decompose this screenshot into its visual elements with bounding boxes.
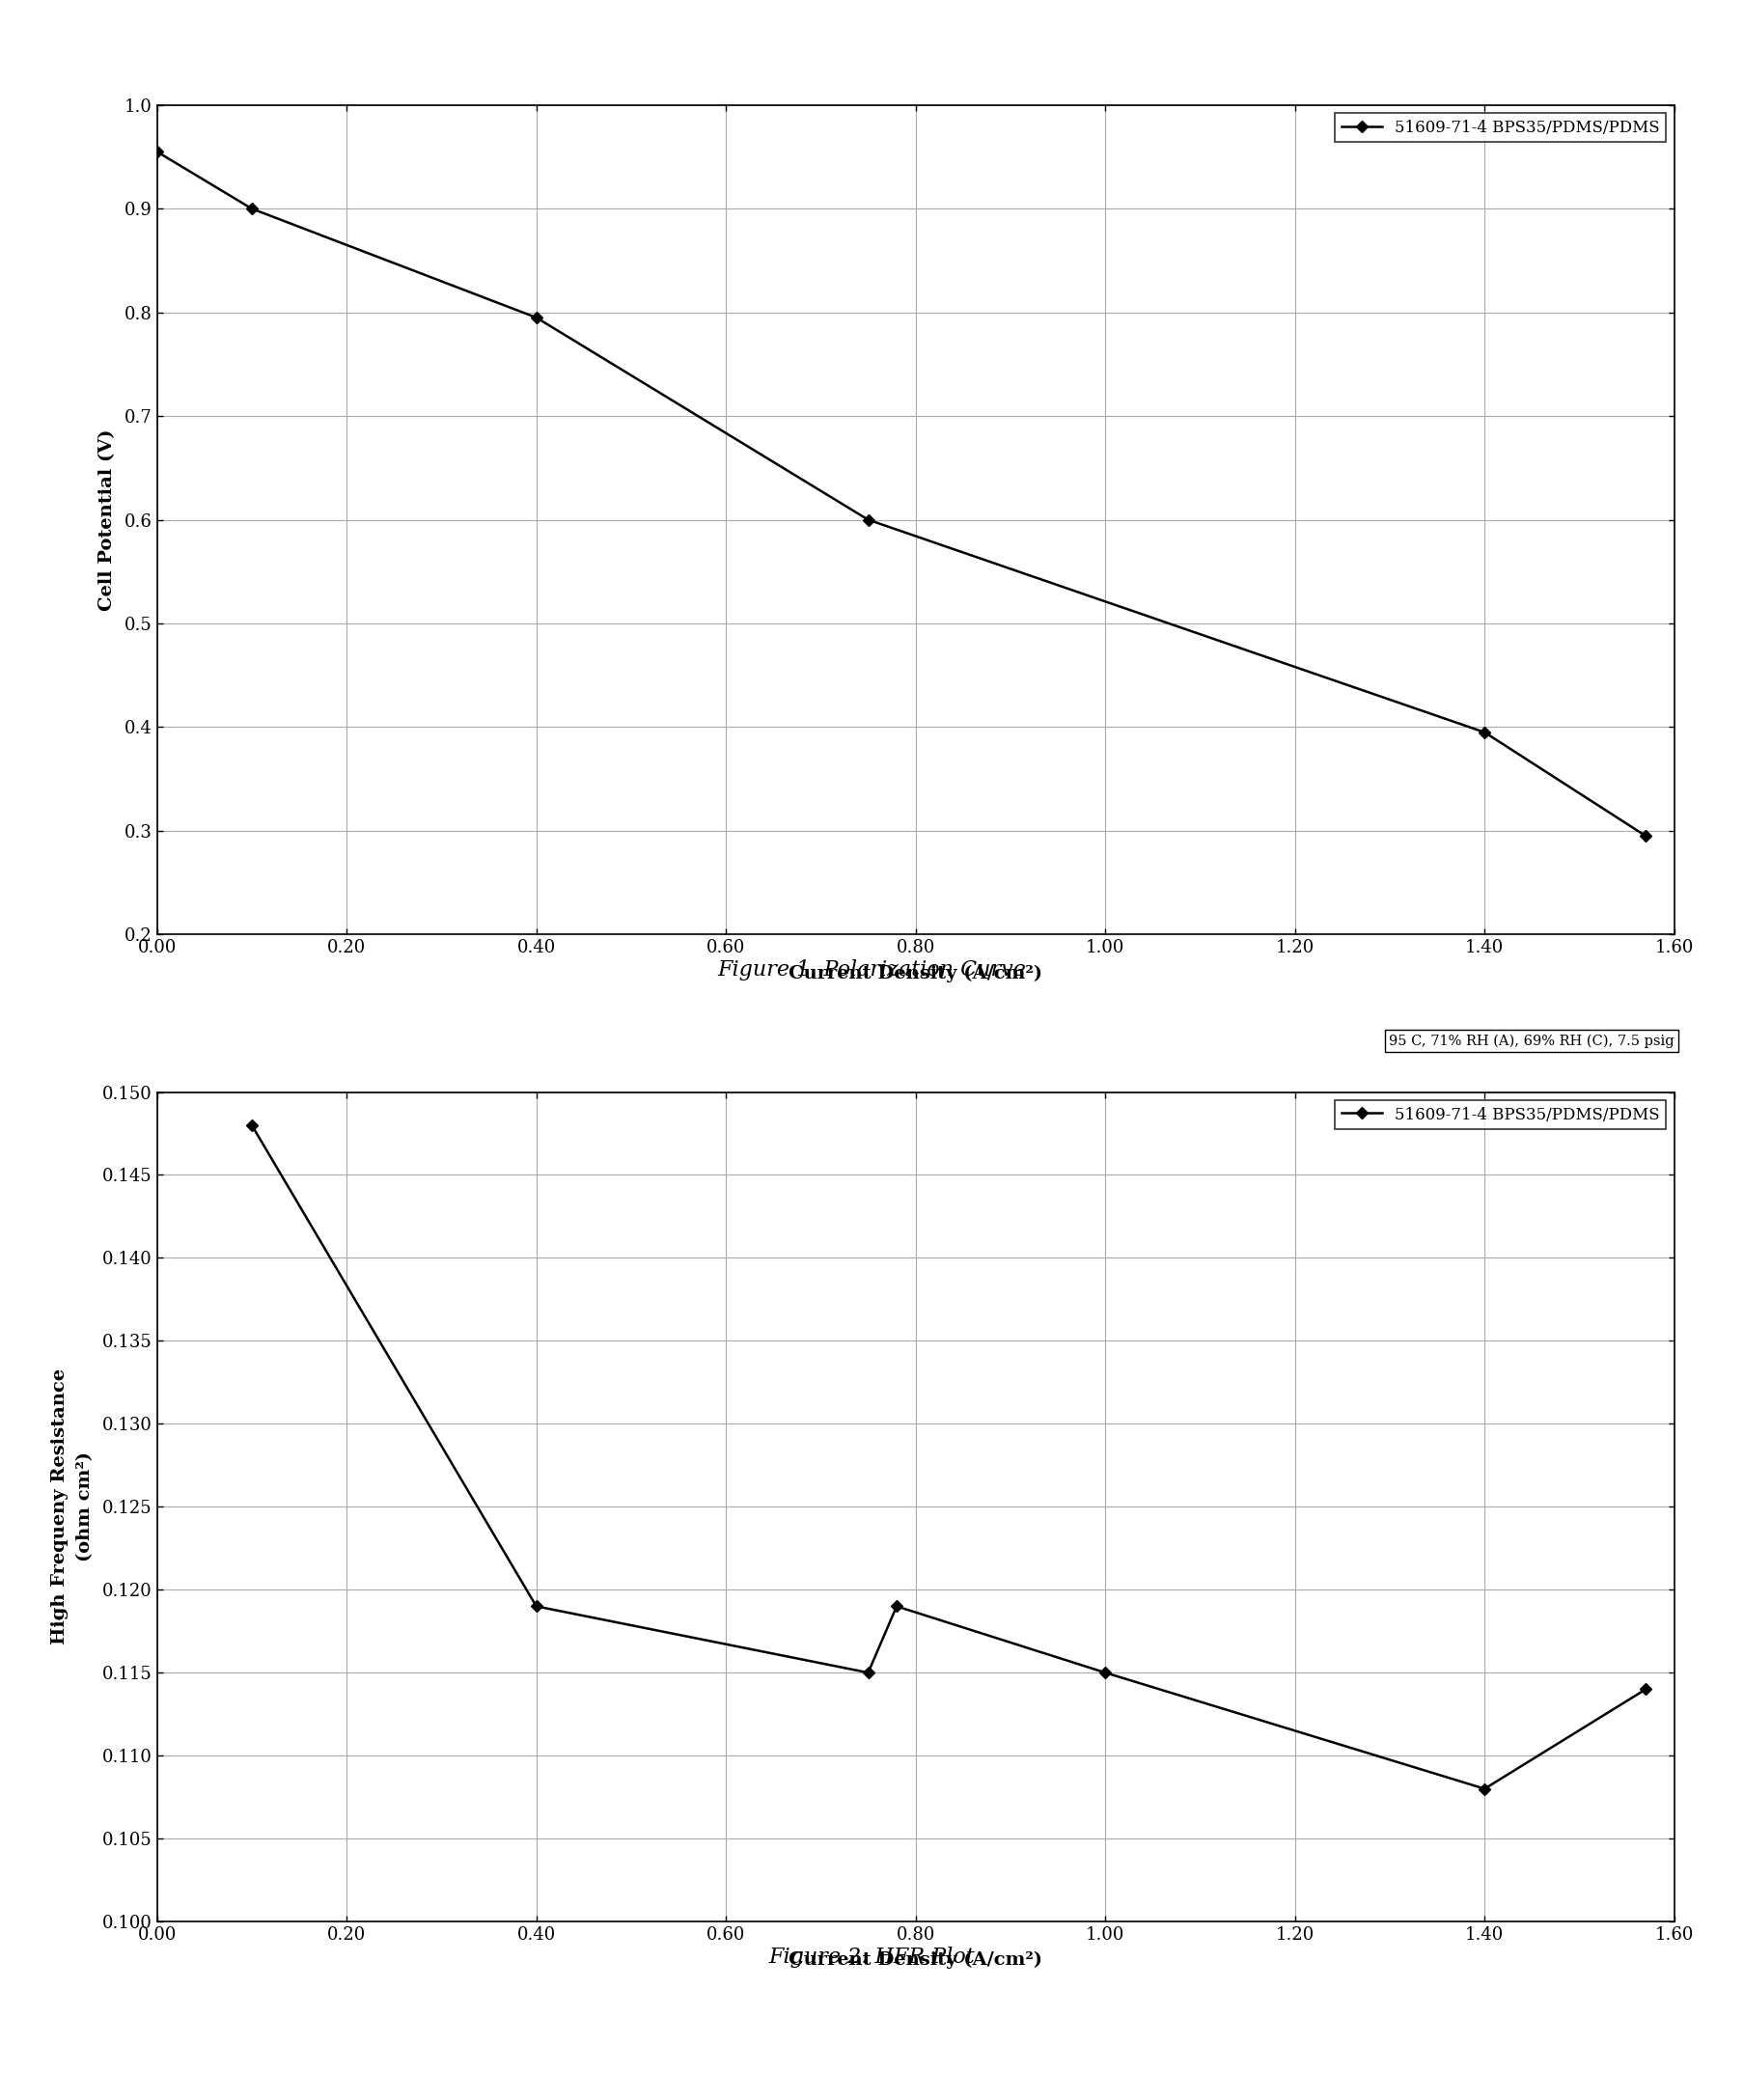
- 51609-71-4 BPS35/PDMS/PDMS: [241, 195, 262, 220]
- 51609-71-4 BPS35/PDMS/PDMS: [858, 506, 879, 531]
- 51609-71-4 BPS35/PDMS/PDMS: [858, 1661, 879, 1686]
- 51609-71-4 BPS35/PDMS/PDMS: [1474, 1777, 1495, 1802]
- 51609-71-4 BPS35/PDMS/PDMS: [1474, 720, 1495, 745]
- Line: 51609-71-4 BPS35/PDMS/PDMS: 51609-71-4 BPS35/PDMS/PDMS: [248, 1121, 1650, 1793]
- 51609-71-4 BPS35/PDMS/PDMS: [1636, 1676, 1657, 1701]
- Legend: 51609-71-4 BPS35/PDMS/PDMS: 51609-71-4 BPS35/PDMS/PDMS: [1336, 1100, 1666, 1130]
- 51609-71-4 BPS35/PDMS/PDMS: [886, 1594, 907, 1619]
- X-axis label: Current Density (A/cm²): Current Density (A/cm²): [788, 1951, 1043, 1970]
- 51609-71-4 BPS35/PDMS/PDMS: [1636, 823, 1657, 848]
- Text: 95 C, 71% RH (A), 69% RH (C), 7.5 psig: 95 C, 71% RH (A), 69% RH (C), 7.5 psig: [1388, 1033, 1674, 1048]
- Legend: 51609-71-4 BPS35/PDMS/PDMS: 51609-71-4 BPS35/PDMS/PDMS: [1336, 113, 1666, 143]
- X-axis label: Current Density (A/cm²): Current Density (A/cm²): [788, 964, 1043, 983]
- 51609-71-4 BPS35/PDMS/PDMS: [1095, 1661, 1116, 1686]
- Y-axis label: High Frequeny Resistance
(ohm cm²): High Frequeny Resistance (ohm cm²): [51, 1369, 94, 1644]
- 51609-71-4 BPS35/PDMS/PDMS: [527, 1594, 548, 1619]
- 51609-71-4 BPS35/PDMS/PDMS: [146, 139, 167, 164]
- Text: Figure 2. HFR Plot: Figure 2. HFR Plot: [769, 1947, 975, 1968]
- Line: 51609-71-4 BPS35/PDMS/PDMS: 51609-71-4 BPS35/PDMS/PDMS: [153, 147, 1650, 840]
- Y-axis label: Cell Potential (V): Cell Potential (V): [99, 428, 117, 611]
- 51609-71-4 BPS35/PDMS/PDMS: [241, 1113, 262, 1138]
- 51609-71-4 BPS35/PDMS/PDMS: [527, 304, 548, 330]
- Text: Figure 1. Polarization Curve: Figure 1. Polarization Curve: [717, 960, 1027, 981]
